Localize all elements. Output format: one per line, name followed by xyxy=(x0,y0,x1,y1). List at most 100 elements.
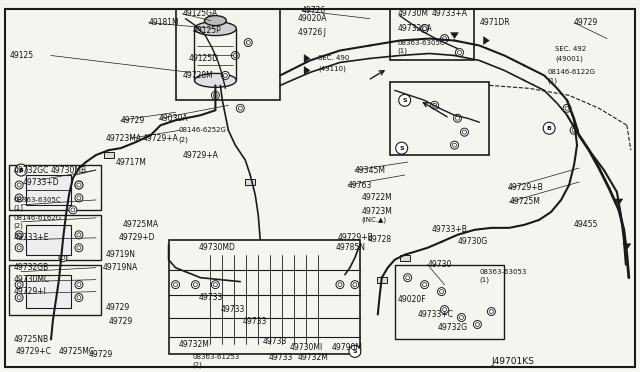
Circle shape xyxy=(563,104,571,112)
Text: 49732GB: 49732GB xyxy=(13,263,49,272)
Text: 49733+C: 49733+C xyxy=(418,310,454,319)
Circle shape xyxy=(69,206,77,214)
Text: 49181M: 49181M xyxy=(148,18,179,27)
Circle shape xyxy=(236,104,244,112)
Bar xyxy=(26,175,71,205)
Circle shape xyxy=(570,126,578,134)
Circle shape xyxy=(15,280,23,289)
Bar xyxy=(390,82,490,155)
Circle shape xyxy=(336,280,344,289)
Text: 49730MI: 49730MI xyxy=(290,343,323,352)
Text: (49001): (49001) xyxy=(555,55,583,62)
Polygon shape xyxy=(483,36,490,45)
Circle shape xyxy=(543,122,555,134)
Text: (1): (1) xyxy=(479,276,490,283)
Circle shape xyxy=(474,321,481,328)
Text: J49701KS: J49701KS xyxy=(492,357,534,366)
Text: 49733+D: 49733+D xyxy=(23,177,60,186)
Bar xyxy=(9,215,101,260)
Text: 49729+C: 49729+C xyxy=(15,347,51,356)
Text: (1): (1) xyxy=(13,205,23,211)
Text: 08146-6122G: 08146-6122G xyxy=(547,70,595,76)
Circle shape xyxy=(75,181,83,189)
Text: 49785N: 49785N xyxy=(336,243,366,252)
Text: 49729+A: 49729+A xyxy=(182,151,218,160)
Circle shape xyxy=(75,280,83,289)
Circle shape xyxy=(15,181,23,189)
Text: 49723MA: 49723MA xyxy=(106,134,142,143)
Text: 49725M: 49725M xyxy=(509,198,540,206)
Text: 49733: 49733 xyxy=(220,305,244,314)
Polygon shape xyxy=(623,244,631,250)
Circle shape xyxy=(420,25,429,33)
Text: 49732CA: 49732CA xyxy=(397,24,433,33)
Circle shape xyxy=(15,164,27,176)
Text: 49733: 49733 xyxy=(262,337,287,346)
Text: 08146-6162G: 08146-6162G xyxy=(13,215,61,221)
Circle shape xyxy=(349,346,361,357)
Text: 49030A: 49030A xyxy=(159,114,188,123)
Text: 49763: 49763 xyxy=(348,180,372,189)
Polygon shape xyxy=(304,54,310,62)
Circle shape xyxy=(75,294,83,302)
Text: 49717M: 49717M xyxy=(116,158,147,167)
Text: 08363-63053: 08363-63053 xyxy=(479,269,527,275)
Circle shape xyxy=(47,278,71,302)
Circle shape xyxy=(454,114,461,122)
Text: 49730MB: 49730MB xyxy=(51,166,87,174)
Circle shape xyxy=(15,294,23,302)
Text: S: S xyxy=(353,349,357,354)
Circle shape xyxy=(75,181,83,189)
Circle shape xyxy=(244,39,252,46)
Text: SEC. 490: SEC. 490 xyxy=(318,55,349,61)
Circle shape xyxy=(221,71,229,79)
Text: SEC. 492: SEC. 492 xyxy=(555,45,586,51)
Text: 49729: 49729 xyxy=(106,303,130,312)
Text: 49730MD: 49730MD xyxy=(198,243,236,252)
Text: 49726: 49726 xyxy=(302,6,326,15)
Text: 49729: 49729 xyxy=(574,18,598,27)
Text: 49732M: 49732M xyxy=(179,340,209,349)
Text: 49725MC: 49725MC xyxy=(59,347,95,356)
Text: 49725NB: 49725NB xyxy=(13,335,48,344)
Circle shape xyxy=(62,231,70,239)
Circle shape xyxy=(15,231,23,239)
Text: 49728: 49728 xyxy=(368,235,392,244)
Circle shape xyxy=(172,280,180,289)
Text: 49732GC: 49732GC xyxy=(13,166,49,174)
Text: (2): (2) xyxy=(193,361,202,368)
Text: (INC.▲): (INC.▲) xyxy=(362,217,387,223)
Bar xyxy=(26,275,71,308)
Text: 49020A: 49020A xyxy=(298,14,328,23)
Text: 49345M: 49345M xyxy=(355,166,386,174)
Text: 49733+E: 49733+E xyxy=(13,233,49,242)
Text: 49790M: 49790M xyxy=(332,343,363,352)
Circle shape xyxy=(15,194,23,202)
Text: S: S xyxy=(403,98,407,103)
Circle shape xyxy=(460,128,468,136)
Bar xyxy=(377,277,387,283)
Circle shape xyxy=(440,305,449,314)
Bar xyxy=(400,255,410,261)
Bar xyxy=(245,179,255,185)
Text: 08363-6305C: 08363-6305C xyxy=(397,39,445,45)
Circle shape xyxy=(488,308,495,315)
Circle shape xyxy=(231,51,239,60)
Polygon shape xyxy=(451,33,458,39)
Text: 49733: 49733 xyxy=(198,293,223,302)
Circle shape xyxy=(55,278,63,286)
Ellipse shape xyxy=(204,16,227,26)
Text: (49110): (49110) xyxy=(318,65,346,72)
Bar xyxy=(9,265,101,314)
Circle shape xyxy=(431,101,438,109)
Text: B: B xyxy=(19,167,24,173)
Ellipse shape xyxy=(195,73,236,87)
Circle shape xyxy=(211,92,220,99)
Polygon shape xyxy=(304,67,310,74)
Text: 08363-6305C: 08363-6305C xyxy=(13,197,61,203)
Text: 49733: 49733 xyxy=(268,353,292,362)
Text: 08146-6252G: 08146-6252G xyxy=(179,127,227,133)
Circle shape xyxy=(458,314,465,321)
Text: 4971DR: 4971DR xyxy=(479,18,510,27)
Text: B: B xyxy=(547,126,552,131)
